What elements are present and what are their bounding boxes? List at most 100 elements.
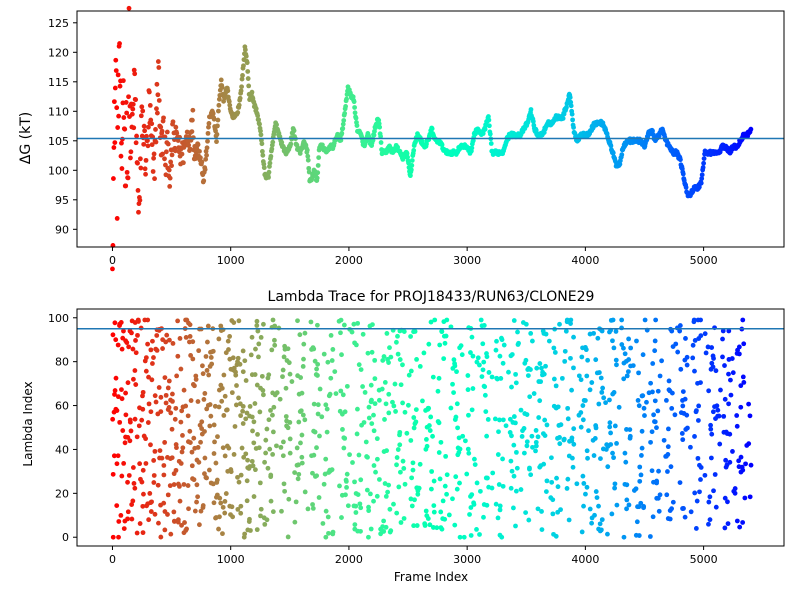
delta-g-point xyxy=(486,114,491,119)
lambda-point xyxy=(675,349,681,355)
lambda-point xyxy=(596,503,601,509)
lambda-point xyxy=(477,362,482,368)
lambda-point xyxy=(329,358,335,363)
lambda-point xyxy=(458,343,464,349)
lambda-point xyxy=(576,373,582,379)
x-tick-label: 4000 xyxy=(571,254,599,267)
lambda-point xyxy=(395,333,400,339)
lambda-point xyxy=(177,483,182,489)
lambda-point xyxy=(416,485,422,491)
lambda-point xyxy=(146,374,151,380)
lambda-point xyxy=(189,463,195,469)
chart2-y-axis-label: Lambda Index xyxy=(21,381,35,466)
lambda-point xyxy=(748,462,754,468)
lambda-point xyxy=(302,417,308,423)
lambda-point xyxy=(133,382,139,387)
lambda-point xyxy=(338,330,343,336)
lambda-point xyxy=(207,423,213,429)
lambda-point xyxy=(484,502,490,508)
lambda-point xyxy=(158,409,164,414)
lambda-point xyxy=(605,531,610,537)
lambda-point xyxy=(411,415,417,420)
lambda-point xyxy=(657,373,663,379)
lambda-point xyxy=(280,374,285,380)
lambda-point xyxy=(299,454,305,460)
lambda-point xyxy=(492,416,498,422)
lambda-point xyxy=(595,335,601,341)
delta-g-point xyxy=(172,148,178,154)
delta-g-point xyxy=(354,123,360,129)
chart1-y-axis-label: ΔG (kT) xyxy=(18,112,34,164)
lambda-point xyxy=(235,355,241,361)
lambda-point xyxy=(200,371,206,377)
lambda-point xyxy=(563,328,569,334)
lambda-point xyxy=(262,521,268,527)
lambda-point xyxy=(394,462,399,468)
lambda-point xyxy=(550,497,556,503)
lambda-point xyxy=(669,406,675,411)
lambda-point xyxy=(511,414,517,419)
lambda-point xyxy=(300,364,306,369)
delta-g-point xyxy=(122,126,128,132)
lambda-point xyxy=(222,510,228,516)
lambda-point xyxy=(202,391,208,396)
delta-g-point xyxy=(115,72,121,78)
lambda-point xyxy=(649,468,655,474)
delta-g-point xyxy=(408,167,414,173)
lambda-point xyxy=(648,439,653,445)
delta-g-point xyxy=(488,141,494,146)
lambda-point xyxy=(216,404,222,410)
lambda-point xyxy=(146,517,152,523)
lambda-point xyxy=(296,419,302,425)
lambda-point xyxy=(481,323,487,328)
lambda-point xyxy=(287,450,293,456)
lambda-point xyxy=(143,368,149,374)
lambda-point xyxy=(253,346,258,352)
lambda-point xyxy=(152,448,158,454)
lambda-point xyxy=(121,461,127,466)
delta-g-point xyxy=(137,197,143,203)
lambda-point xyxy=(609,511,615,517)
delta-g-point xyxy=(141,141,147,147)
lambda-point xyxy=(514,465,520,471)
lambda-point xyxy=(185,413,191,419)
lambda-point xyxy=(422,521,428,527)
lambda-point xyxy=(460,433,466,439)
lambda-point xyxy=(262,459,267,465)
lambda-point xyxy=(430,374,436,380)
lambda-point xyxy=(558,507,563,513)
lambda-point xyxy=(151,473,157,478)
lambda-point xyxy=(251,494,257,499)
lambda-point xyxy=(129,516,135,522)
lambda-point xyxy=(611,390,617,395)
lambda-point xyxy=(513,488,519,494)
lambda-point xyxy=(394,510,400,516)
lambda-point xyxy=(236,395,241,401)
delta-g-point xyxy=(244,60,250,66)
delta-g-point xyxy=(139,104,145,110)
lambda-point xyxy=(210,348,216,354)
lambda-point xyxy=(310,506,316,511)
lambda-point xyxy=(626,502,632,508)
lambda-point xyxy=(565,405,571,411)
lambda-point xyxy=(706,499,712,505)
lambda-point xyxy=(638,500,644,506)
lambda-point xyxy=(368,526,374,532)
lambda-point xyxy=(175,353,181,359)
lambda-point xyxy=(589,380,595,385)
lambda-point xyxy=(377,477,382,482)
lambda-point xyxy=(424,443,430,449)
lambda-point xyxy=(511,505,516,511)
lambda-point xyxy=(247,516,252,522)
lambda-point xyxy=(261,321,266,327)
lambda-point xyxy=(187,322,193,328)
lambda-point xyxy=(726,371,731,377)
lambda-point xyxy=(221,413,227,418)
lambda-point xyxy=(587,506,593,512)
delta-g-point xyxy=(148,117,154,123)
lambda-point xyxy=(743,461,748,467)
lambda-point xyxy=(551,376,557,382)
delta-g-point xyxy=(305,153,311,159)
lambda-point xyxy=(263,437,269,443)
lambda-point xyxy=(652,398,658,404)
